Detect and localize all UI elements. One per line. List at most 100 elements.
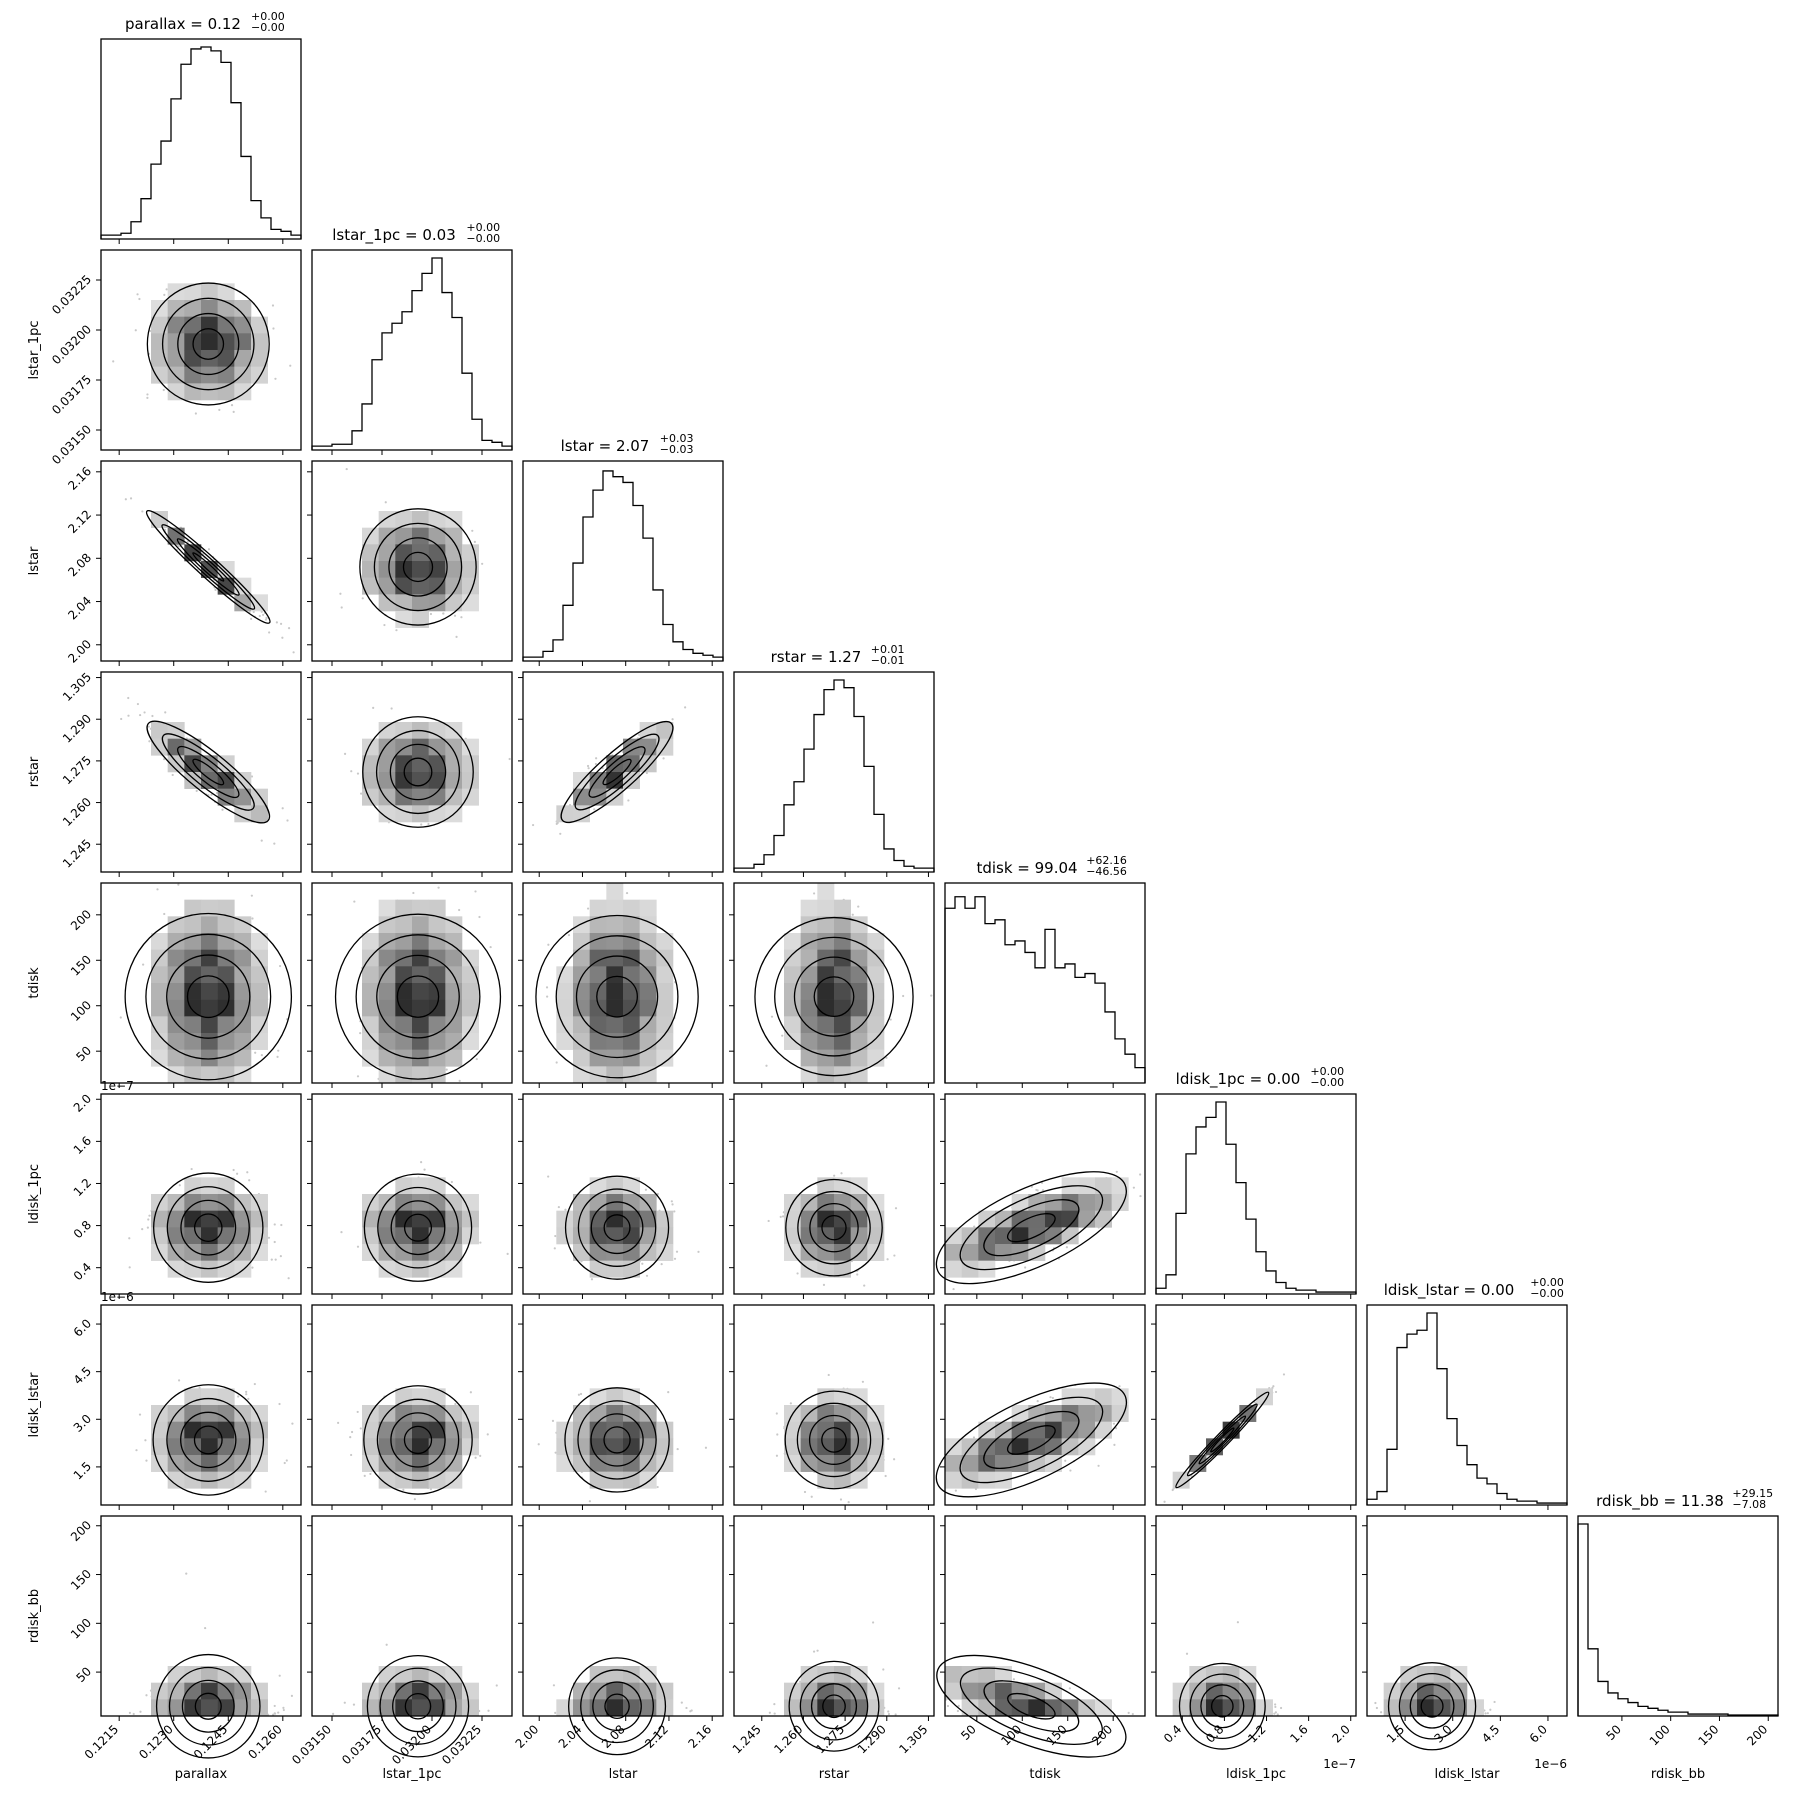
sample-point bbox=[779, 1215, 782, 1218]
density-cell bbox=[362, 1033, 379, 1050]
density-cell bbox=[201, 1033, 218, 1050]
sample-point bbox=[1118, 1385, 1121, 1388]
density-cell bbox=[834, 933, 851, 950]
density-cell bbox=[217, 316, 235, 334]
sample-point bbox=[194, 412, 197, 415]
density-cell bbox=[201, 999, 218, 1017]
density-cell bbox=[656, 722, 674, 739]
density-cell bbox=[589, 949, 607, 967]
sample-point bbox=[667, 1390, 670, 1394]
sample-point bbox=[567, 934, 571, 937]
sample-point bbox=[135, 1449, 138, 1452]
sample-point bbox=[340, 606, 343, 609]
density-cell bbox=[817, 933, 835, 950]
contour-level-3 bbox=[575, 955, 659, 1038]
sample-point bbox=[163, 528, 167, 531]
sample-point bbox=[250, 894, 253, 897]
density-cell bbox=[412, 788, 429, 806]
sample-point bbox=[595, 757, 598, 760]
density-cell bbox=[167, 755, 185, 773]
sample-point bbox=[253, 1382, 256, 1386]
density-cell bbox=[217, 949, 235, 967]
density-cell bbox=[995, 1244, 1012, 1261]
sample-point bbox=[279, 622, 283, 625]
density-cell bbox=[184, 1016, 202, 1034]
sample-point bbox=[138, 713, 142, 717]
density-cell bbox=[167, 738, 185, 756]
y-tick-label: 0.8 bbox=[71, 1218, 94, 1241]
density-cell bbox=[462, 561, 479, 578]
sample-point bbox=[894, 1207, 898, 1210]
density-cell bbox=[234, 916, 252, 934]
density-cell bbox=[623, 1227, 640, 1245]
density-cell bbox=[234, 1405, 252, 1422]
density-cell bbox=[251, 350, 268, 367]
contour-level-1 bbox=[359, 508, 477, 626]
sample-point bbox=[119, 1016, 122, 1019]
sample-point bbox=[481, 562, 484, 565]
density-cell bbox=[167, 383, 185, 401]
density-cell bbox=[251, 983, 268, 1000]
sample-point bbox=[147, 1218, 150, 1221]
panel-frame bbox=[522, 671, 724, 873]
sample-point bbox=[356, 1245, 360, 1248]
density-cell bbox=[623, 1066, 640, 1084]
density-cell bbox=[412, 1177, 429, 1195]
density-cell bbox=[606, 1666, 624, 1683]
density-cell bbox=[589, 1016, 607, 1034]
density-cell bbox=[606, 899, 624, 917]
sample-point bbox=[460, 616, 463, 619]
density-cell bbox=[151, 722, 168, 739]
density-cell bbox=[834, 966, 851, 984]
density-cell bbox=[1095, 1405, 1112, 1422]
sample-point bbox=[685, 1706, 688, 1710]
density-cell bbox=[412, 611, 429, 628]
density-cell bbox=[800, 899, 818, 917]
density-cell bbox=[251, 333, 268, 351]
density-cell bbox=[462, 983, 479, 1000]
density-cell bbox=[1095, 1421, 1112, 1439]
sample-point bbox=[474, 1456, 477, 1459]
sample-point bbox=[856, 1273, 859, 1276]
density-cell bbox=[639, 899, 657, 917]
sample-point bbox=[124, 498, 127, 501]
density-cell bbox=[362, 1049, 379, 1067]
density-cell bbox=[462, 738, 479, 756]
density-cell bbox=[184, 999, 202, 1017]
sample-point bbox=[221, 808, 224, 811]
sample-point bbox=[531, 823, 535, 827]
sample-point bbox=[273, 842, 276, 845]
histogram-rstar bbox=[733, 679, 935, 872]
density-cell bbox=[817, 983, 835, 1000]
sample-point bbox=[803, 1490, 807, 1494]
density-cell bbox=[184, 1049, 202, 1067]
sample-point bbox=[290, 1694, 294, 1697]
sample-point bbox=[350, 770, 353, 773]
histogram-parallax bbox=[100, 46, 302, 239]
histogram-lstar bbox=[522, 470, 724, 661]
density-cell bbox=[606, 1388, 624, 1406]
density-cell bbox=[606, 966, 624, 984]
y-tick-label: 200 bbox=[68, 907, 94, 933]
sample-point bbox=[445, 1068, 448, 1071]
density-cell bbox=[184, 366, 202, 384]
sample-point bbox=[627, 799, 630, 802]
sample-point bbox=[587, 767, 590, 770]
density-cell bbox=[428, 966, 446, 984]
sample-point bbox=[495, 1684, 498, 1687]
sample-point bbox=[127, 696, 130, 700]
panel-frame bbox=[311, 671, 513, 873]
sample-point bbox=[1113, 1443, 1116, 1446]
density-cell bbox=[167, 983, 185, 1000]
sample-point bbox=[245, 1393, 248, 1396]
density-cell bbox=[167, 999, 185, 1017]
sample-point bbox=[1065, 1246, 1068, 1249]
sample-point bbox=[684, 706, 687, 709]
density-cell bbox=[1095, 1177, 1112, 1195]
density-cell bbox=[167, 1033, 185, 1050]
y-tick-label: 0.03175 bbox=[49, 372, 94, 417]
density-cell bbox=[151, 1699, 168, 1717]
y-tick-label: 1.245 bbox=[60, 836, 94, 870]
density-cell bbox=[201, 1699, 218, 1717]
